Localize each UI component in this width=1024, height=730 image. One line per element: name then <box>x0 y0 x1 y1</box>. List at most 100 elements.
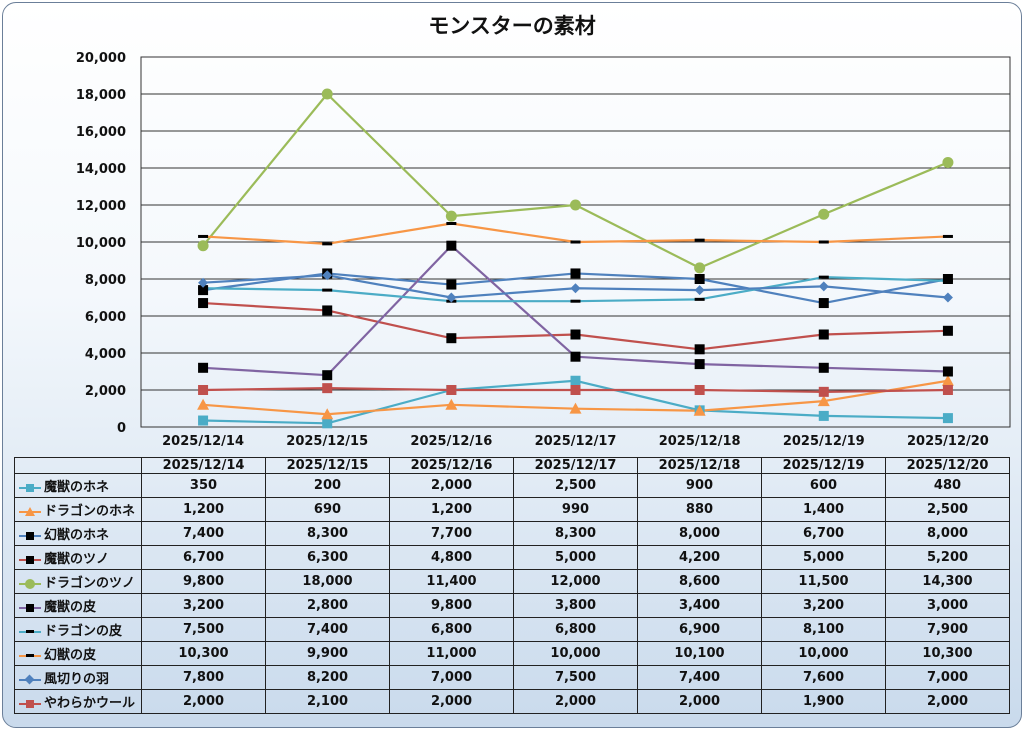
table-value-cell: 5,200 <box>885 545 1010 570</box>
data-point <box>941 374 954 386</box>
data-point <box>321 408 334 420</box>
data-point <box>818 329 829 340</box>
data-point <box>322 370 333 381</box>
series-name: 魔獣の皮 <box>44 600 97 615</box>
data-point <box>197 240 209 252</box>
table-value-cell: 11,400 <box>389 569 514 594</box>
series-name: ドラゴンのホネ <box>44 504 136 519</box>
table-value-cell: 6,900 <box>637 617 762 642</box>
table-row: ドラゴンの皮 7,500 7,400 6,800 6,800 6,900 8,100 7,90… <box>14 617 1010 642</box>
data-point <box>942 325 953 336</box>
table-value-cell: 11,500 <box>761 569 886 594</box>
table-value-cell: 200 <box>265 473 390 498</box>
line-chart: 0 2,000 4,000 6,000 8,000 10,000 12,000 14,000 1… <box>76 51 1011 449</box>
table-value-cell: 3,000 <box>885 593 1010 618</box>
table-header-cell: 2025/12/14 <box>141 457 266 474</box>
table-row: やわらかウール 2,000 2,100 2,000 2,000 2,000 1,900 2,0… <box>14 689 1010 714</box>
table-value-cell: 350 <box>141 473 266 498</box>
table-value-cell: 10,100 <box>637 641 762 666</box>
data-point <box>322 270 333 281</box>
x-tick-label: 2025/12/19 <box>783 434 865 449</box>
y-tick-label: 2,000 <box>85 384 126 399</box>
data-point <box>570 268 581 279</box>
table-value-cell: 6,800 <box>389 617 514 642</box>
data-point <box>942 385 953 395</box>
y-tick-label: 8,000 <box>85 273 126 288</box>
data-point <box>942 274 953 284</box>
table-value-cell: 12,000 <box>513 569 638 594</box>
x-tick-label: 2025/12/14 <box>162 434 244 449</box>
table-value-cell: 6,700 <box>141 545 266 570</box>
series-name: 幻獣のホネ <box>44 528 110 543</box>
series-name: ドラゴンの皮 <box>44 624 123 639</box>
y-tick-label: 12,000 <box>76 199 126 214</box>
data-point <box>446 240 457 251</box>
series-legend-cell: ドラゴンのツノ <box>14 569 142 594</box>
data-point <box>570 283 581 294</box>
data-point <box>694 359 705 370</box>
data-point <box>446 222 457 225</box>
table-value-cell: 2,500 <box>513 473 638 498</box>
table-header-cell: 2025/12/17 <box>513 457 638 474</box>
data-point <box>197 398 210 410</box>
table-value-cell: 7,000 <box>389 665 514 690</box>
y-tick-label: 20,000 <box>76 51 126 66</box>
table-row: 魔獣のホネ 350 200 2,000 2,500 900 600 480 <box>14 473 1010 498</box>
y-tick-label: 14,000 <box>76 162 126 177</box>
table-value-cell: 8,000 <box>885 521 1010 546</box>
table-header-cell: 2025/12/16 <box>389 457 514 474</box>
data-point <box>818 362 829 373</box>
table-value-cell: 1,400 <box>761 497 886 522</box>
table-header-cell: 2025/12/15 <box>265 457 390 474</box>
data-point <box>942 156 954 168</box>
series-name: 魔獣のホネ <box>44 480 110 495</box>
table-header-row: 2025/12/14 2025/12/15 2025/12/16 2025/12/17… <box>14 457 1010 474</box>
table-value-cell: 880 <box>637 497 762 522</box>
legend-key <box>19 531 41 541</box>
data-point <box>198 277 209 288</box>
data-point <box>446 385 457 395</box>
y-tick-label: 4,000 <box>85 347 126 362</box>
table-value-cell: 600 <box>761 473 886 498</box>
y-tick-label: 6,000 <box>85 310 126 325</box>
table-value-cell: 2,000 <box>513 689 638 714</box>
table-value-cell: 2,000 <box>389 689 514 714</box>
legend-key <box>19 699 41 709</box>
legend-key <box>19 603 41 613</box>
data-point <box>445 398 458 410</box>
table-value-cell: 4,800 <box>389 545 514 570</box>
x-tick-label: 2025/12/16 <box>410 434 492 449</box>
data-point <box>198 298 209 309</box>
legend-key <box>19 483 41 493</box>
legend-key <box>19 506 41 517</box>
table-row: 風切りの羽 7,800 8,200 7,000 7,500 7,400 7,600 7,000 <box>14 665 1010 690</box>
table-corner-cell <box>14 457 142 474</box>
table-value-cell: 9,900 <box>265 641 390 666</box>
table-value-cell: 2,000 <box>389 473 514 498</box>
table-value-cell: 2,000 <box>637 689 762 714</box>
table-value-cell: 14,300 <box>885 569 1010 594</box>
data-point <box>569 402 582 414</box>
data-point <box>818 240 829 244</box>
data-point <box>818 208 830 220</box>
table-value-cell: 7,600 <box>761 665 886 690</box>
table-value-cell: 5,000 <box>513 545 638 570</box>
series-legend-cell: 魔獣の皮 <box>14 593 142 618</box>
table-row: ドラゴンのツノ 9,800 18,000 11,400 12,000 8,600 11,50… <box>14 569 1010 594</box>
series-legend-cell: 魔獣のホネ <box>14 473 142 498</box>
table-value-cell: 7,400 <box>141 521 266 546</box>
data-point <box>322 418 333 429</box>
series-legend-cell: ドラゴンのホネ <box>14 497 142 522</box>
table-value-cell: 8,200 <box>265 665 390 690</box>
table-value-cell: 480 <box>885 473 1010 498</box>
table-value-cell: 1,900 <box>761 689 886 714</box>
table-row: 魔獣の皮 3,200 2,800 9,800 3,800 3,400 3,200 3,000 <box>14 593 1010 618</box>
table-row: 幻獣の皮 10,300 9,900 11,000 10,000 10,100 10,000 1… <box>14 641 1010 666</box>
legend-key <box>19 674 41 685</box>
data-point <box>198 285 209 296</box>
table-value-cell: 6,300 <box>265 545 390 570</box>
table-value-cell: 11,000 <box>389 641 514 666</box>
legend-key <box>19 555 41 565</box>
series-line <box>203 301 948 351</box>
data-point <box>942 413 953 424</box>
